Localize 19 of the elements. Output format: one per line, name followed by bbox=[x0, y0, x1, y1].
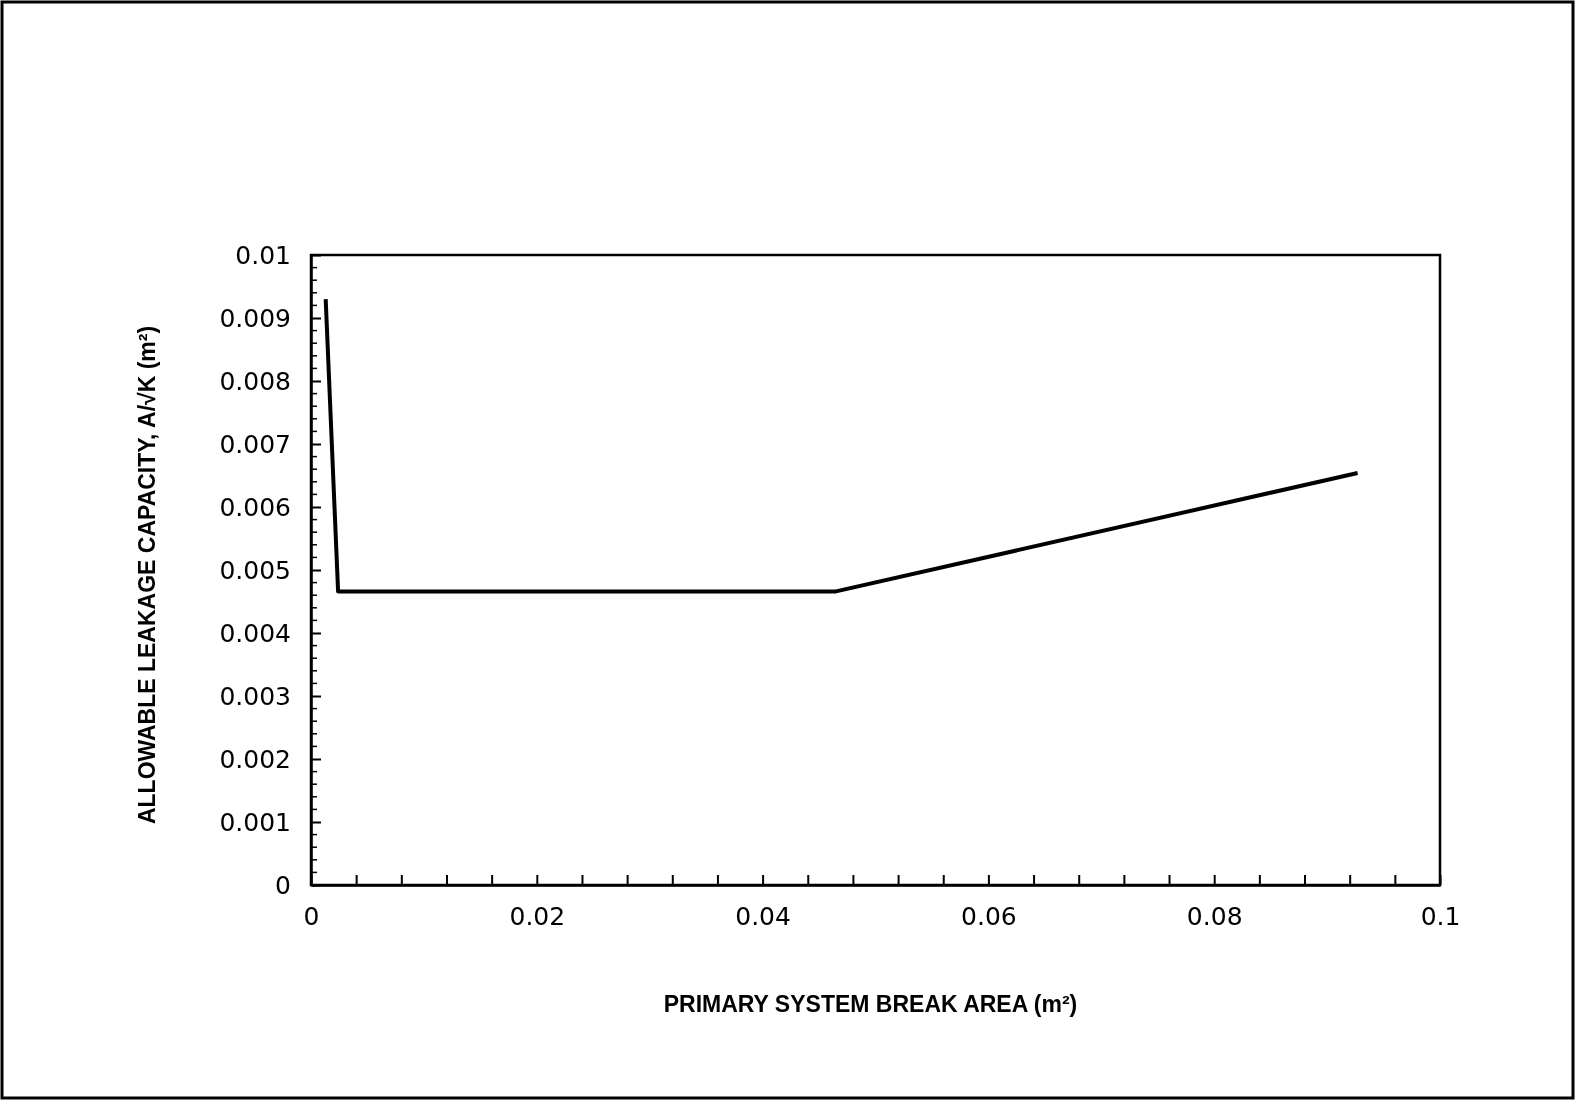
y-tick-label: 0.001 bbox=[219, 807, 291, 837]
y-tick-label: 0.006 bbox=[219, 492, 291, 522]
x-tick-label: 0.1 bbox=[1420, 901, 1461, 931]
y-tick-label: 0.004 bbox=[219, 618, 291, 648]
x-axis-title: PRIMARY SYSTEM BREAK AREA (m²) bbox=[663, 991, 1078, 1017]
y-tick-label: 0.01 bbox=[235, 240, 291, 270]
y-tick-label: 0.003 bbox=[219, 681, 291, 711]
x-tick-label: 0.06 bbox=[961, 901, 1017, 931]
y-tick-label: 0.008 bbox=[219, 366, 291, 396]
y-tick-label: 0.005 bbox=[219, 555, 291, 585]
x-tick-label: 0.04 bbox=[735, 901, 791, 931]
y-axis-title: ALLOWABLE LEAKAGE CAPACITY, A/√K (m²) bbox=[134, 325, 160, 825]
x-tick-label: 0.08 bbox=[1186, 901, 1243, 931]
y-tick-label: 0.007 bbox=[219, 429, 291, 459]
x-tick-label: 0.02 bbox=[509, 901, 566, 931]
y-tick-label: 0.002 bbox=[219, 744, 291, 774]
y-tick-label: 0 bbox=[275, 870, 291, 900]
x-tick-label: 0 bbox=[303, 901, 320, 931]
y-tick-label: 0.009 bbox=[219, 303, 291, 333]
